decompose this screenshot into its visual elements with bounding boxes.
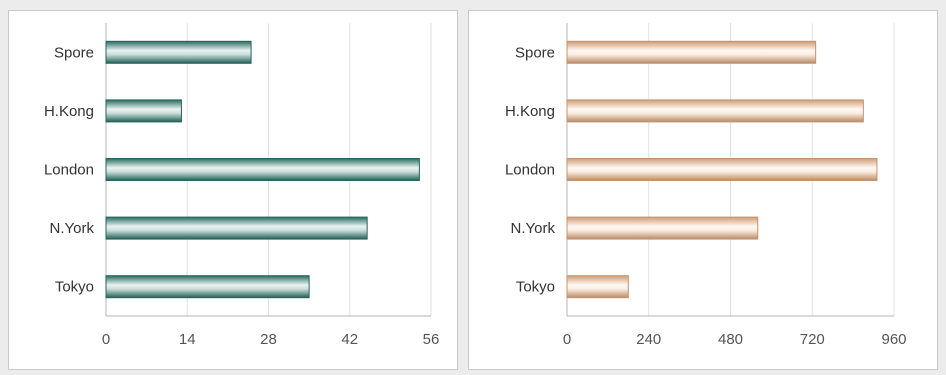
chart-panel-left: 0 14 28 42 56 Spore H.Kong London N.York Tokyo	[8, 10, 458, 370]
x-tick-label: 56	[423, 331, 440, 348]
x-tick-label: 960	[881, 331, 906, 348]
category-label: N.York	[511, 220, 556, 237]
x-tick-label: 240	[636, 331, 661, 348]
bar-tokyo	[105, 275, 310, 299]
category-label: Spore	[515, 44, 555, 61]
x-tick-label: 480	[718, 331, 743, 348]
bar-london	[105, 158, 420, 181]
bar-chart-right: 0 240 480 720 960 Spore H.Kong London N.York Toky…	[505, 23, 907, 348]
category-label: H.Kong	[44, 103, 94, 120]
x-tick-label: 0	[563, 331, 571, 348]
category-label: Tokyo	[516, 279, 555, 296]
bar-spore	[105, 40, 252, 64]
category-label: London	[505, 162, 555, 179]
x-tick-label: 0	[102, 331, 110, 348]
bar-nyork	[566, 216, 759, 240]
category-label: Tokyo	[55, 279, 94, 296]
bar-tokyo	[566, 275, 629, 299]
category-label: H.Kong	[505, 103, 555, 120]
bar-hkong	[566, 99, 864, 123]
category-label: N.York	[50, 220, 95, 237]
bar-spore	[566, 40, 817, 64]
x-tick-label: 720	[800, 331, 825, 348]
bar-nyork	[105, 216, 368, 240]
x-tick-label: 42	[341, 331, 358, 348]
bar-london	[566, 158, 878, 181]
bar-hkong	[105, 99, 182, 123]
chart-panel-right: 0 240 480 720 960 Spore H.Kong London N.York Toky…	[468, 10, 938, 370]
category-label: London	[44, 162, 94, 179]
x-tick-label: 14	[179, 331, 196, 348]
bar-chart-left: 0 14 28 42 56 Spore H.Kong London N.York Tokyo	[44, 23, 440, 348]
x-tick-label: 28	[260, 331, 277, 348]
category-label: Spore	[54, 44, 94, 61]
